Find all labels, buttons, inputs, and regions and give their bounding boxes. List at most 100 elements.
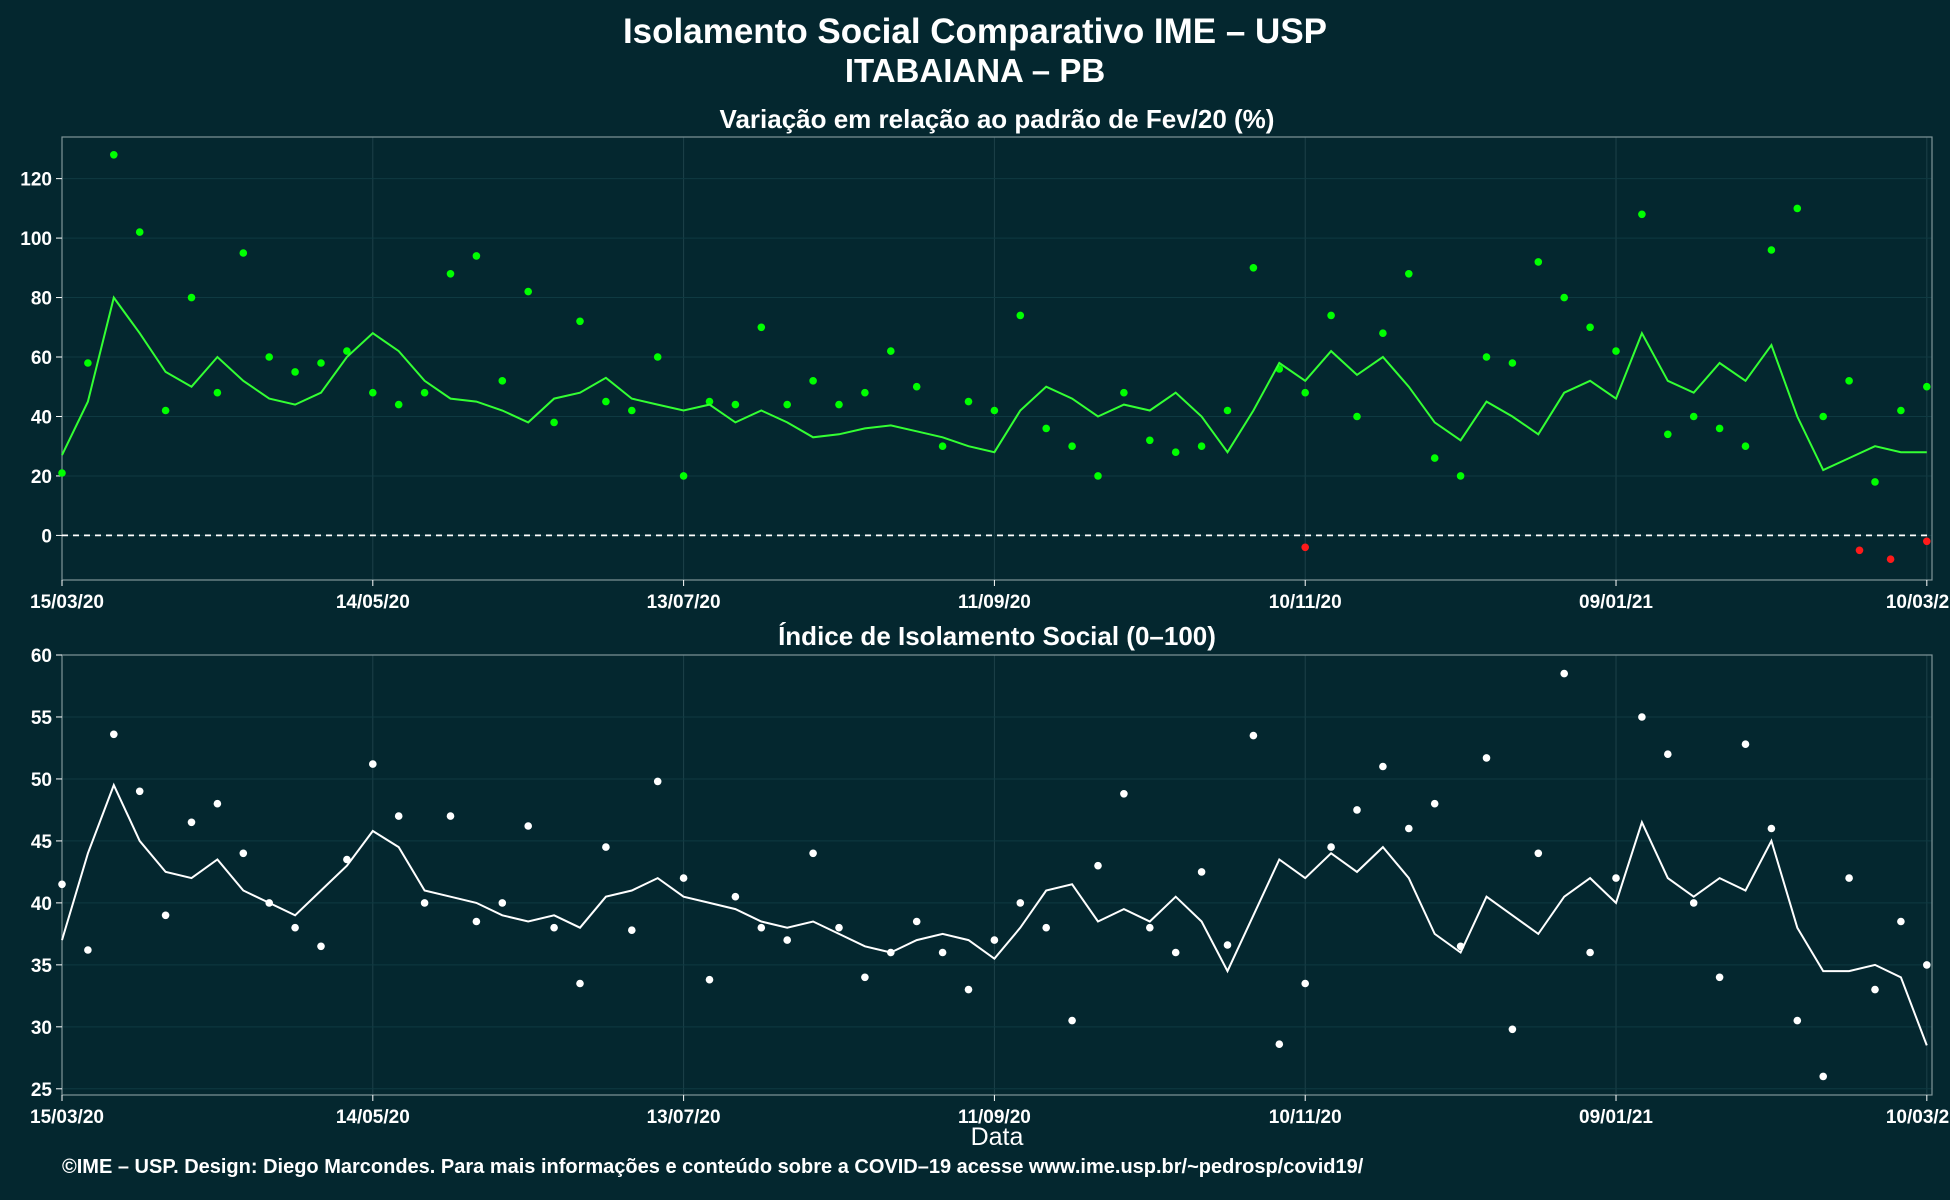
data-point <box>1379 762 1387 771</box>
y-tick-label: 25 <box>31 1080 53 1101</box>
data-point <box>369 760 377 768</box>
data-point <box>679 874 688 882</box>
data-point <box>731 400 740 409</box>
data-point <box>1586 948 1594 957</box>
data-point <box>1430 454 1439 462</box>
data-point <box>187 293 196 302</box>
data-point <box>135 228 144 236</box>
y-tick-label: 20 <box>31 467 52 488</box>
data-point <box>1405 824 1413 833</box>
data-point <box>705 397 714 406</box>
data-point <box>1793 204 1802 213</box>
data-point <box>524 822 532 830</box>
x-tick-label: 11/09/20 <box>958 592 1031 613</box>
data-point <box>731 892 740 901</box>
data-point <box>1275 1040 1284 1048</box>
data-point <box>757 923 766 932</box>
data-point <box>1715 424 1724 433</box>
data-point <box>964 985 973 994</box>
data-point <box>1741 442 1750 451</box>
data-point <box>1120 388 1128 397</box>
data-point <box>550 418 558 427</box>
data-point <box>1171 948 1180 957</box>
data-point <box>1612 347 1620 355</box>
data-point <box>1171 448 1180 457</box>
data-point <box>1353 806 1361 814</box>
data-point <box>783 400 791 409</box>
data-point <box>498 377 507 385</box>
plot-area <box>61 136 1933 581</box>
data-point <box>1689 412 1698 421</box>
data-point <box>1456 472 1465 480</box>
data-point <box>1146 436 1154 445</box>
data-point <box>161 406 170 415</box>
trend-line <box>61 782 1928 1046</box>
data-point <box>84 946 92 954</box>
data-point <box>394 400 403 409</box>
y-tick-label: 120 <box>20 170 52 191</box>
data-point <box>291 368 299 376</box>
data-point <box>1068 1016 1076 1025</box>
data-point <box>187 818 196 827</box>
data-point <box>1638 210 1646 219</box>
x-tick-label: 10/11/20 <box>1269 1107 1342 1128</box>
data-point <box>1482 353 1491 361</box>
data-point <box>1689 899 1698 907</box>
x-tick-label: 10/03/21 <box>1886 592 1950 613</box>
data-point <box>498 899 507 907</box>
x-tick-label: 13/07/20 <box>647 592 721 613</box>
y-tick-label: 80 <box>31 289 52 310</box>
panel1-title: Variação em relação ao padrão de Fev/20 … <box>720 104 1275 134</box>
data-point <box>1871 478 1879 486</box>
data-point <box>757 323 766 332</box>
x-tick-label: 15/03/20 <box>30 1107 104 1128</box>
x-tick-label: 09/01/21 <box>1579 592 1653 613</box>
y-tick-label: 0 <box>41 526 52 547</box>
data-point <box>161 911 170 920</box>
data-point <box>1301 979 1309 988</box>
x-tick-label: 10/03/21 <box>1886 1107 1950 1128</box>
data-point <box>705 975 714 984</box>
data-point <box>1508 359 1517 367</box>
data-point <box>990 406 999 415</box>
data-point <box>1534 258 1543 266</box>
data-point <box>317 942 325 951</box>
data-point <box>1042 424 1050 433</box>
panel2-title: Índice de Isolamento Social (0–100) <box>778 621 1216 651</box>
plot-area <box>61 654 1933 1096</box>
panel-1: 0 20 40 60 80 100 120 15/03/20 14/05/20 13/07/20 1… <box>20 136 1950 613</box>
y-tick-label: 45 <box>31 832 53 853</box>
data-point <box>446 812 455 820</box>
data-point <box>576 317 584 326</box>
data-point <box>602 843 610 851</box>
data-point <box>1379 329 1387 338</box>
negative-point <box>1886 555 1895 563</box>
data-point <box>1146 923 1154 932</box>
data-point <box>1223 941 1232 949</box>
x-axis-label: Data <box>971 1123 1024 1151</box>
data-point <box>1845 377 1853 385</box>
data-point <box>1197 442 1206 451</box>
negative-point <box>1855 546 1864 555</box>
data-point <box>239 249 248 257</box>
data-point <box>420 388 429 397</box>
data-point <box>58 880 66 889</box>
data-point <box>1016 311 1025 320</box>
data-point <box>964 397 973 406</box>
data-point <box>239 849 248 858</box>
data-point <box>1353 412 1361 421</box>
data-point <box>990 936 999 944</box>
y-tick-label: 60 <box>31 646 52 667</box>
data-point <box>1638 713 1646 721</box>
data-point <box>887 347 895 355</box>
data-point <box>1871 985 1879 994</box>
data-point <box>1508 1025 1517 1034</box>
data-point <box>420 899 429 907</box>
data-point <box>835 400 843 409</box>
trend-line <box>61 295 1927 472</box>
data-point <box>783 936 791 944</box>
data-point <box>550 923 558 932</box>
data-point <box>1793 1016 1802 1025</box>
data-point <box>861 388 869 397</box>
